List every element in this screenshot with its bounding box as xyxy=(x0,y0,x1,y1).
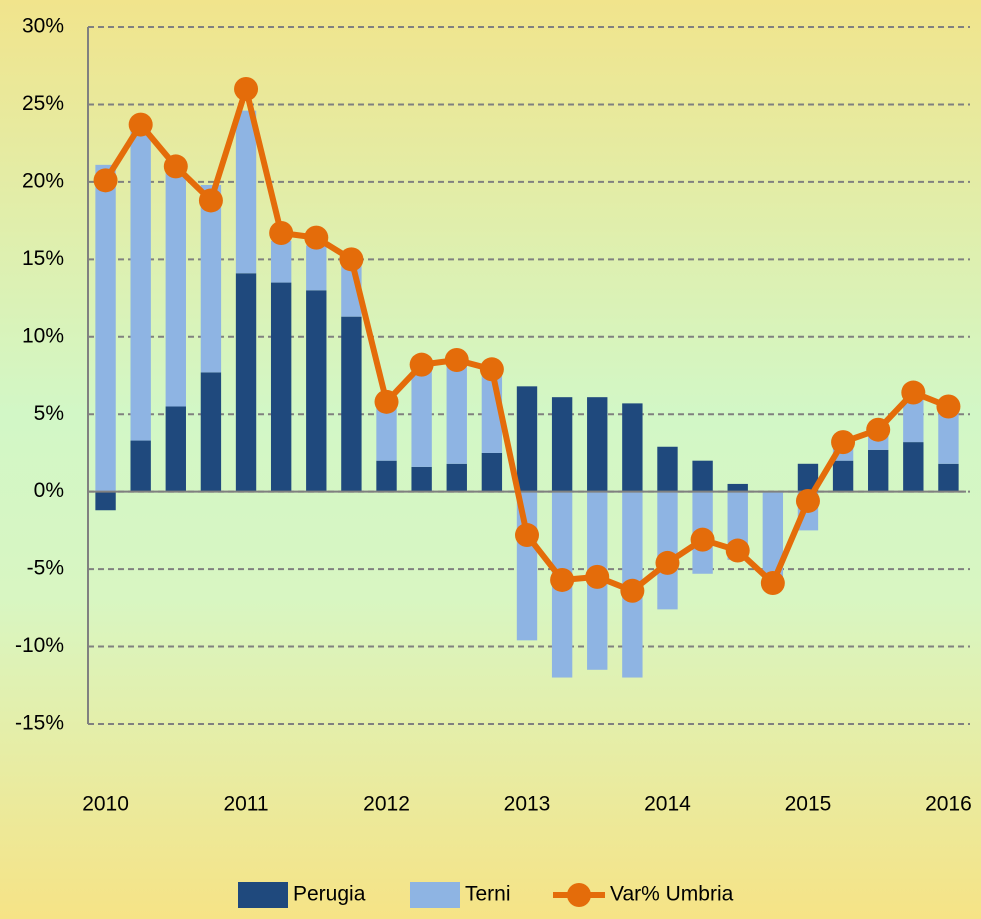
bar xyxy=(868,449,889,492)
bar xyxy=(306,290,327,492)
bar xyxy=(376,460,397,492)
marker xyxy=(690,527,715,552)
marker xyxy=(339,247,364,272)
y-tick-label: -15% xyxy=(15,712,64,735)
bar xyxy=(797,463,819,492)
marker xyxy=(409,352,434,377)
marker xyxy=(304,225,329,250)
marker xyxy=(725,538,750,563)
marker xyxy=(936,394,961,419)
marker xyxy=(163,154,188,179)
bar xyxy=(165,160,186,407)
bar xyxy=(587,397,608,492)
bar xyxy=(341,316,362,492)
legend-label: Terni xyxy=(465,883,511,906)
bar xyxy=(165,406,186,492)
bar xyxy=(376,400,397,461)
bar xyxy=(727,483,748,492)
y-tick-label: 20% xyxy=(22,169,64,192)
marker xyxy=(515,523,539,548)
marker xyxy=(901,380,926,405)
marker xyxy=(198,188,223,213)
bar xyxy=(411,466,432,492)
marker xyxy=(760,571,785,596)
bar xyxy=(235,110,257,274)
legend-swatch xyxy=(238,882,288,908)
legend-swatch xyxy=(410,882,460,908)
bar xyxy=(130,440,151,492)
bar xyxy=(95,491,116,511)
bar xyxy=(692,460,713,492)
bar xyxy=(411,361,432,467)
bar xyxy=(200,372,222,492)
bar xyxy=(622,403,643,492)
marker xyxy=(655,550,680,575)
bar xyxy=(270,240,292,283)
y-tick-label: -5% xyxy=(27,557,64,580)
bar xyxy=(446,463,467,492)
marker xyxy=(128,112,153,137)
bar xyxy=(516,386,538,492)
legend-label: Perugia xyxy=(293,883,366,906)
bar xyxy=(657,491,678,610)
bar xyxy=(235,273,257,492)
marker xyxy=(795,488,820,513)
bar xyxy=(938,463,959,492)
x-tick-label: 2012 xyxy=(363,793,410,816)
bar xyxy=(551,397,573,492)
marker xyxy=(444,348,469,373)
legend-swatch xyxy=(567,883,591,907)
marker xyxy=(585,564,610,589)
y-tick-label: 10% xyxy=(22,324,64,347)
bar xyxy=(832,460,854,492)
bar xyxy=(903,442,924,492)
y-tick-label: 5% xyxy=(34,402,64,425)
y-tick-label: 15% xyxy=(22,247,64,270)
marker xyxy=(479,357,504,382)
bar xyxy=(657,446,678,492)
bar xyxy=(903,392,924,443)
marker xyxy=(93,168,118,193)
marker xyxy=(234,76,259,101)
bar xyxy=(200,184,222,373)
bar xyxy=(270,282,292,492)
marker xyxy=(269,221,294,246)
bar xyxy=(130,130,151,441)
y-tick-label: -10% xyxy=(15,634,64,657)
marker xyxy=(831,430,856,455)
x-tick-label: 2015 xyxy=(785,793,832,816)
x-tick-label: 2010 xyxy=(82,793,129,816)
marker xyxy=(550,567,575,592)
marker xyxy=(620,578,645,603)
x-tick-label: 2011 xyxy=(223,793,268,816)
x-tick-label: 2016 xyxy=(925,793,972,816)
x-tick-label: 2014 xyxy=(644,793,691,816)
y-tick-label: 0% xyxy=(34,479,64,502)
x-tick-label: 2013 xyxy=(504,793,551,816)
y-tick-label: 25% xyxy=(22,92,64,115)
bar xyxy=(306,245,327,291)
bar xyxy=(481,452,503,492)
bar xyxy=(446,356,467,464)
legend-label: Var% Umbria xyxy=(610,883,734,906)
bar xyxy=(95,164,116,492)
bar xyxy=(938,404,959,464)
y-tick-label: 30% xyxy=(22,15,64,38)
marker xyxy=(866,417,891,442)
marker xyxy=(374,389,399,414)
